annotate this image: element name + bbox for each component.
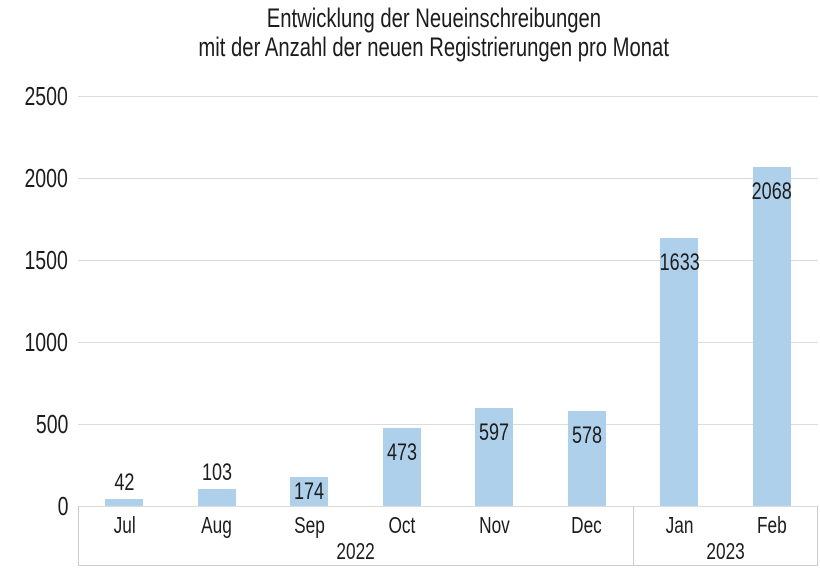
bar-value-text: 578 — [571, 422, 602, 450]
year-label-2023: 2023 — [634, 539, 817, 563]
x-axis-label-Jul: Jul — [78, 513, 171, 537]
x-axis-tick-text: Feb — [756, 512, 787, 538]
bar-value-label-Sep: 174 — [263, 477, 356, 505]
bar-value-label-Dec: 578 — [541, 424, 634, 448]
bar-Jan — [660, 238, 699, 506]
x-axis-label-Jan: Jan — [633, 513, 726, 537]
y-axis-label-1000: 1000 — [0, 328, 68, 356]
x-axis-label-Dec: Dec — [541, 513, 634, 537]
year-group-2023: 2023 — [633, 506, 818, 566]
y-axis-label-500: 500 — [0, 410, 68, 438]
bar-value-text: 2068 — [751, 177, 792, 205]
bar-Sep — [290, 477, 329, 506]
chart-title-line2: mit der Anzahl der neuen Registrierungen… — [198, 32, 670, 62]
bar-value-text: 42 — [114, 469, 135, 497]
chart-title: Entwicklung der Neueinschreibungen mit d… — [0, 4, 820, 62]
y-axis-tick-text: 500 — [35, 409, 68, 439]
x-axis-label-Feb: Feb — [726, 513, 819, 537]
bar-value-text: 473 — [386, 439, 417, 467]
x-axis-label-Aug: Aug — [171, 513, 264, 537]
bar-value-text: 103 — [201, 459, 232, 487]
x-axis-label-Nov: Nov — [448, 513, 541, 537]
x-axis-tick-text: Jan — [665, 512, 694, 538]
bar-value-label-Jan: 1633 — [633, 251, 726, 275]
gridline-2000 — [78, 178, 818, 179]
bar-value-label-Feb: 2068 — [726, 177, 819, 205]
bar-value-text: 174 — [294, 477, 325, 505]
x-axis-tick-text: Sep — [293, 512, 325, 538]
bar-Jul — [105, 499, 144, 506]
gridline-2500 — [78, 96, 818, 97]
gridline-1500 — [78, 260, 818, 261]
y-axis-tick-text: 0 — [57, 491, 68, 521]
bar-value-text: 1633 — [659, 249, 700, 277]
x-axis-tick-text: Dec — [571, 512, 603, 538]
x-axis-tick-text: Oct — [388, 512, 416, 538]
y-axis-label-1500: 1500 — [0, 246, 68, 274]
y-axis-label-2500: 2500 — [0, 82, 68, 110]
y-axis-label-2000: 2000 — [0, 164, 68, 192]
x-axis-tick-text: Jul — [113, 512, 136, 538]
year-group-2022: 2022 — [78, 506, 633, 566]
bar-value-text: 597 — [479, 419, 510, 447]
bar-Nov — [475, 408, 514, 506]
gridline-0 — [78, 506, 818, 507]
year-label-2022: 2022 — [79, 539, 633, 563]
bar-value-label-Jul: 42 — [78, 471, 171, 495]
year-label-text: 2023 — [706, 538, 745, 564]
chart-title-line1: Entwicklung der Neueinschreibungen — [266, 3, 602, 33]
y-axis-tick-text: 2500 — [24, 81, 68, 111]
y-axis-label-0: 0 — [0, 492, 68, 520]
x-axis-tick-text: Nov — [478, 512, 510, 538]
bar-value-label-Aug: 103 — [171, 461, 264, 485]
gridline-500 — [78, 424, 818, 425]
bar-Feb — [752, 166, 791, 506]
x-axis-tick-text: Aug — [201, 512, 233, 538]
bar-Oct — [382, 428, 421, 506]
bar-Dec — [567, 411, 606, 506]
bar-value-label-Nov: 597 — [448, 421, 541, 445]
gridline-1000 — [78, 342, 818, 343]
x-axis-label-Oct: Oct — [356, 513, 449, 537]
bar-value-label-Oct: 473 — [356, 441, 449, 465]
y-axis-tick-text: 1000 — [24, 327, 68, 357]
x-axis-label-Sep: Sep — [263, 513, 356, 537]
y-axis-tick-text: 1500 — [24, 245, 68, 275]
year-label-text: 2022 — [336, 538, 376, 564]
bar-Aug — [197, 489, 236, 506]
y-axis-tick-text: 2000 — [24, 163, 68, 193]
